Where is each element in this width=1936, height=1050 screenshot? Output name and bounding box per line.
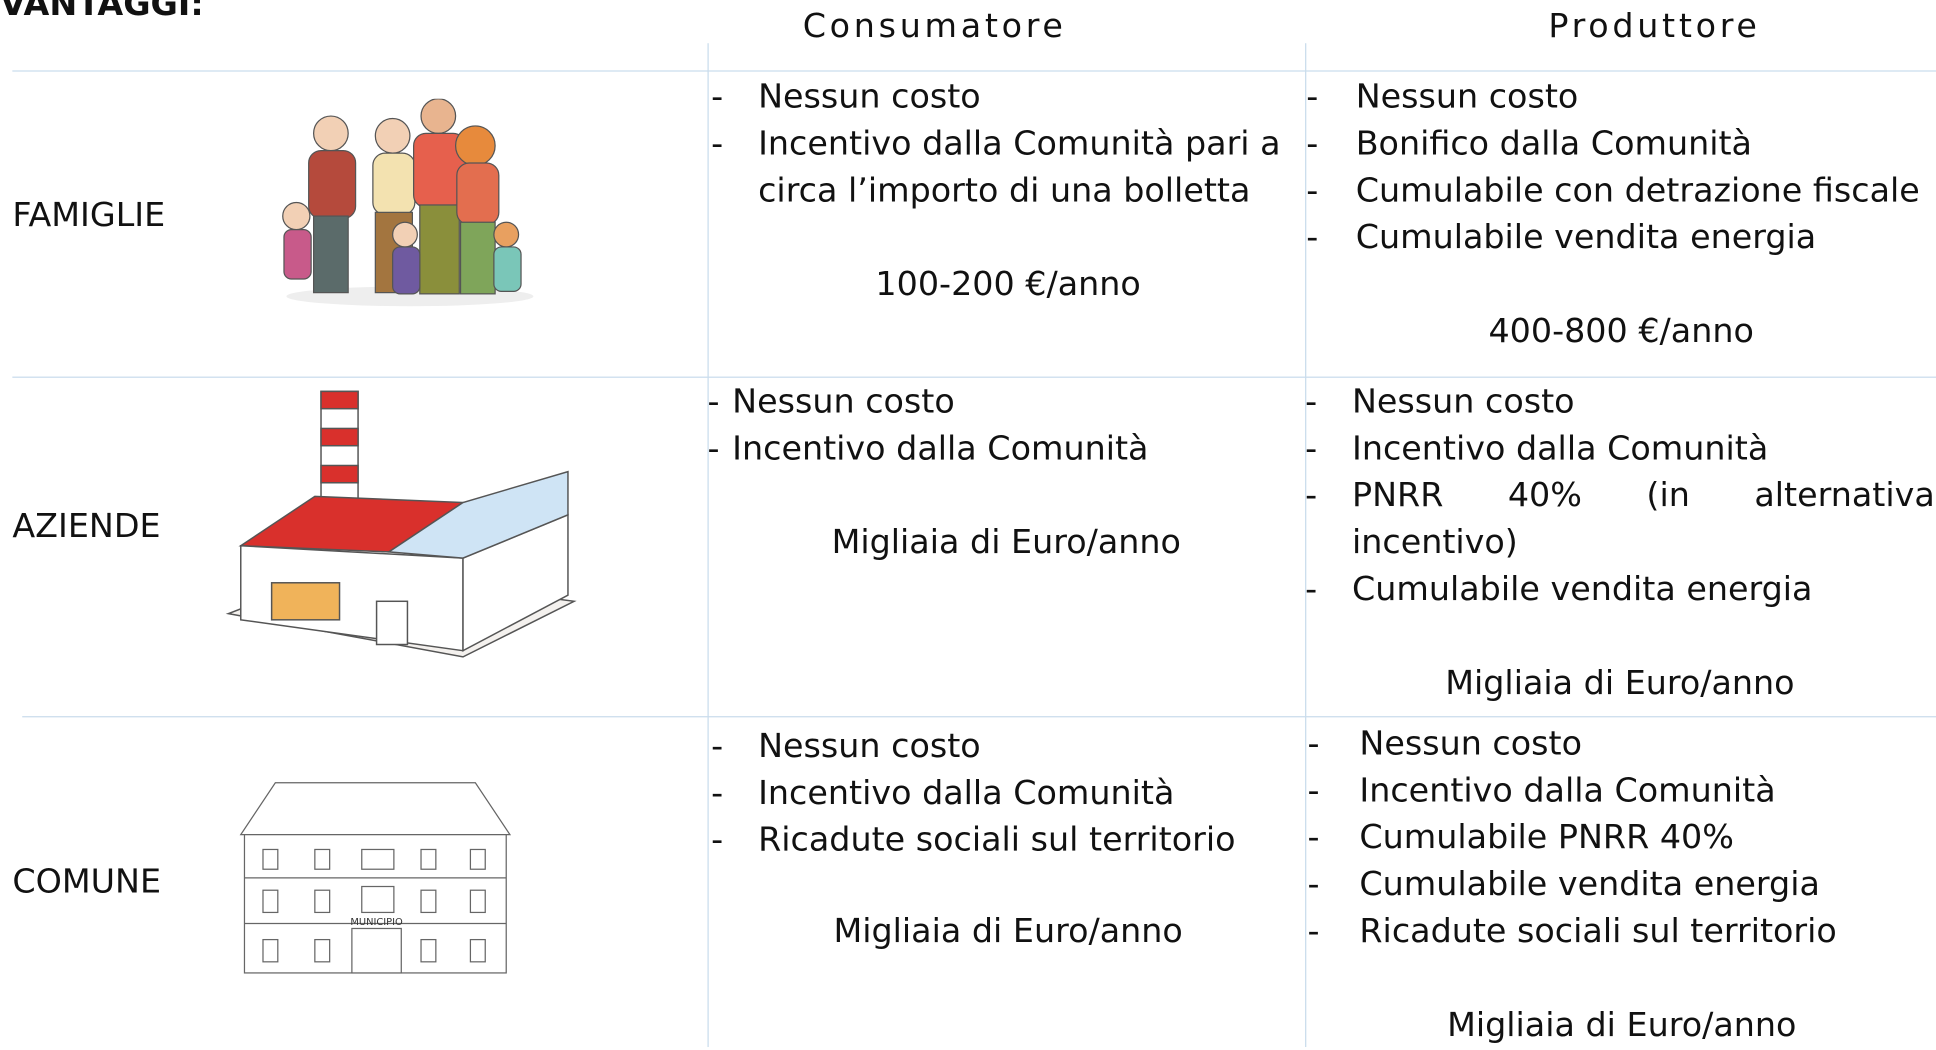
benefit-text: Bonifico dalla Comunità — [1355, 124, 1752, 163]
benefit-text: Cumulabile con detrazione fiscale — [1355, 171, 1920, 210]
bullet-dash: - — [1307, 724, 1320, 764]
benefit-text: Cumulabile vendita energia — [1359, 865, 1820, 904]
benefit-text: Nessun costo — [1351, 382, 1575, 422]
bullet-dash: - — [1307, 912, 1320, 951]
savings-amount: 100-200 €/anno — [875, 265, 1141, 304]
bullet-dash: - — [1307, 771, 1320, 810]
benefit-item: - Nessun costo — [1308, 721, 1936, 768]
benefit-item: - Incentivo dalla Comunità — [707, 426, 1305, 473]
bullet-dash: - — [711, 774, 724, 813]
benefit-item: - Incentivo dalla Comunità — [1305, 426, 1935, 473]
benefit-item: - Incentivo dalla Comunità pari a circa l… — [711, 121, 1305, 215]
row-label: COMUNE — [12, 863, 162, 902]
family-illustration — [282, 98, 534, 307]
bullet-dash: - — [1307, 865, 1320, 904]
benefit-text: Ricadute sociali sul territorio — [1359, 912, 1837, 951]
benefit-item: - Nessun costo — [1306, 74, 1936, 121]
benefit-text: Cumulabile PNRR 40% — [1359, 818, 1734, 857]
column-header: Produttore — [1548, 7, 1761, 46]
benefit-item: - Cumulabile vendita energia — [1306, 215, 1936, 262]
bullet-dash: - — [1306, 171, 1319, 210]
benefit-text: Incentivo dalla Comunità — [1351, 429, 1769, 468]
benefit-item: - Cumulabile con detrazione fiscale — [1306, 168, 1936, 215]
benefit-item: - Nessun costo — [1305, 379, 1935, 426]
benefit-text: Nessun costo — [758, 727, 981, 766]
benefit-list: - Nessun costo - Incentivo dalla Comunità — [707, 379, 1305, 473]
savings-amount: Migliaia di Euro/anno — [1445, 664, 1795, 703]
benefit-item: - Nessun costo — [711, 74, 1305, 121]
bullet-dash: - — [707, 382, 720, 422]
title: VANTAGGI: — [0, 0, 204, 24]
benefit-text: Nessun costo — [1355, 77, 1579, 117]
benefit-text: Cumulabile vendita energia — [1355, 218, 1817, 257]
benefit-item: - Bonifico dalla Comunità — [1306, 121, 1936, 168]
municipio-illustration: MUNICIPIO — [239, 782, 512, 974]
bullet-dash: - — [1307, 818, 1320, 857]
row-divider — [22, 716, 1936, 718]
building-sign: MUNICIPIO — [350, 917, 403, 928]
column-header: Consumatore — [802, 7, 1067, 46]
benefit-list: - Nessun costo - Incentivo dalla Comunità p… — [711, 74, 1305, 215]
benefit-list: - Nessun costo - Incentivo dalla Comunità - R… — [711, 724, 1305, 865]
bullet-dash: - — [1305, 570, 1318, 609]
benefit-item: - Nessun costo — [707, 379, 1305, 426]
bullet-dash: - — [707, 429, 720, 468]
row-label: AZIENDE — [12, 507, 161, 546]
benefit-text: Cumulabile vendita energia — [1351, 570, 1813, 609]
bullet-dash: - — [1305, 382, 1318, 422]
benefit-item: - Nessun costo — [711, 724, 1305, 771]
benefit-list: - Nessun costo - Bonifico dalla Comunità - Cu… — [1306, 74, 1936, 262]
benefit-text: Ricadute sociali sul territorio — [758, 821, 1236, 860]
bullet-dash: - — [1306, 124, 1319, 163]
benefit-item: - PNRR 40% (in alternativa incentivo) — [1305, 473, 1935, 567]
bullet-dash: - — [1306, 218, 1319, 257]
benefit-text: Nessun costo — [758, 77, 981, 117]
savings-amount: 400-800 €/anno — [1488, 312, 1754, 351]
benefit-text: Incentivo dalla Comunità — [1359, 771, 1776, 810]
benefit-item: - Cumulabile vendita energia — [1308, 862, 1936, 909]
benefit-text: Nessun costo — [1359, 724, 1583, 764]
benefit-text: Incentivo dalla Comunità — [732, 429, 1149, 468]
bullet-dash: - — [711, 727, 724, 766]
benefit-item: - Ricadute sociali sul territorio — [711, 817, 1305, 864]
benefit-text: Incentivo dalla Comunità — [758, 774, 1175, 813]
column-divider — [707, 43, 709, 1048]
benefit-text: PNRR 40% (in alternativa incentivo) — [1351, 476, 1935, 562]
benefit-text: Nessun costo — [732, 382, 955, 422]
column-divider — [1305, 43, 1307, 1048]
bullet-dash: - — [1305, 429, 1318, 468]
benefit-list: - Nessun costo - Incentivo dalla Comunità - P… — [1305, 379, 1935, 614]
benefit-text: Incentivo dalla Comunità pari a circa l’… — [758, 124, 1281, 210]
benefit-item: - Incentivo dalla Comunità — [1308, 768, 1936, 815]
factory-illustration — [225, 390, 577, 658]
benefit-list: - Nessun costo - Incentivo dalla Comunità - C… — [1308, 721, 1936, 956]
bullet-dash: - — [1305, 476, 1318, 515]
row-divider — [12, 376, 1936, 378]
row-label: FAMIGLIE — [12, 196, 166, 235]
benefit-item: - Ricadute sociali sul territorio — [1308, 909, 1936, 956]
row-divider — [12, 70, 1936, 72]
benefit-item: - Incentivo dalla Comunità — [711, 770, 1305, 817]
bullet-dash: - — [1306, 77, 1319, 117]
savings-amount: Migliaia di Euro/anno — [1447, 1006, 1797, 1045]
savings-amount: Migliaia di Euro/anno — [833, 912, 1183, 951]
benefit-item: - Cumulabile vendita energia — [1305, 567, 1935, 614]
benefit-item: - Cumulabile PNRR 40% — [1308, 815, 1936, 862]
bullet-dash: - — [711, 77, 724, 117]
bullet-dash: - — [711, 124, 724, 163]
bullet-dash: - — [711, 821, 724, 860]
savings-amount: Migliaia di Euro/anno — [831, 523, 1181, 562]
